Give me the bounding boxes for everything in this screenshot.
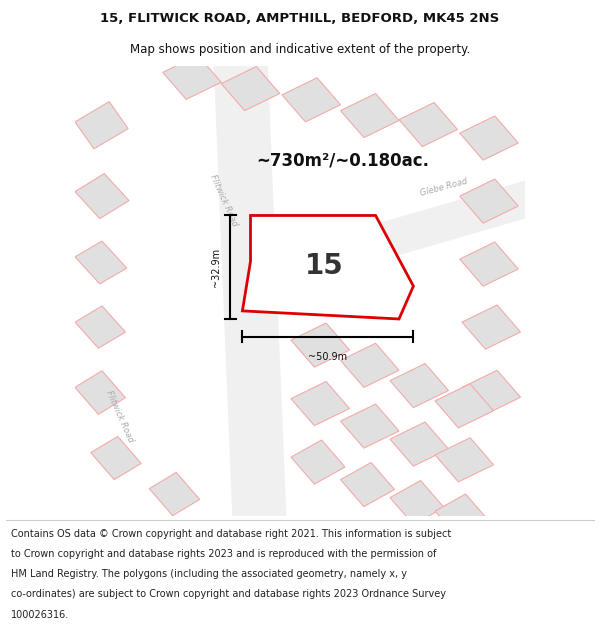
Polygon shape bbox=[460, 179, 518, 223]
Text: Glebe Road: Glebe Road bbox=[307, 231, 356, 252]
Polygon shape bbox=[242, 216, 413, 319]
Polygon shape bbox=[435, 494, 489, 538]
Polygon shape bbox=[399, 102, 458, 147]
Polygon shape bbox=[282, 78, 341, 122]
Text: Flitwick Road: Flitwick Road bbox=[208, 173, 239, 228]
Polygon shape bbox=[341, 94, 399, 138]
Text: ~50.9m: ~50.9m bbox=[308, 352, 347, 362]
Polygon shape bbox=[221, 66, 280, 111]
Polygon shape bbox=[390, 422, 449, 466]
Polygon shape bbox=[75, 174, 129, 219]
Text: ~730m²/~0.180ac.: ~730m²/~0.180ac. bbox=[256, 151, 429, 169]
Text: 15: 15 bbox=[305, 252, 344, 280]
Text: Glebe Road: Glebe Road bbox=[419, 176, 469, 198]
Text: 100026316.: 100026316. bbox=[11, 610, 69, 620]
Text: Contains OS data © Crown copyright and database right 2021. This information is : Contains OS data © Crown copyright and d… bbox=[11, 529, 451, 539]
Polygon shape bbox=[435, 384, 493, 428]
Polygon shape bbox=[390, 364, 449, 408]
Polygon shape bbox=[462, 370, 521, 414]
Polygon shape bbox=[75, 306, 125, 348]
Polygon shape bbox=[435, 438, 493, 482]
Polygon shape bbox=[163, 55, 221, 99]
Text: Map shows position and indicative extent of the property.: Map shows position and indicative extent… bbox=[130, 42, 470, 56]
Polygon shape bbox=[149, 472, 200, 516]
Polygon shape bbox=[341, 462, 395, 507]
Polygon shape bbox=[460, 116, 518, 160]
Polygon shape bbox=[291, 440, 345, 484]
Text: HM Land Registry. The polygons (including the associated geometry, namely x, y: HM Land Registry. The polygons (includin… bbox=[11, 569, 407, 579]
Polygon shape bbox=[462, 305, 521, 349]
Polygon shape bbox=[75, 241, 127, 284]
Polygon shape bbox=[291, 381, 349, 426]
Polygon shape bbox=[341, 404, 399, 448]
Polygon shape bbox=[341, 343, 399, 388]
Polygon shape bbox=[291, 323, 349, 367]
Polygon shape bbox=[460, 242, 518, 286]
Polygon shape bbox=[390, 481, 444, 524]
Text: Flitwick Road: Flitwick Road bbox=[104, 389, 136, 444]
Text: co-ordinates) are subject to Crown copyright and database rights 2023 Ordnance S: co-ordinates) are subject to Crown copyr… bbox=[11, 589, 446, 599]
Polygon shape bbox=[75, 371, 125, 414]
Text: to Crown copyright and database rights 2023 and is reproduced with the permissio: to Crown copyright and database rights 2… bbox=[11, 549, 436, 559]
Text: 15, FLITWICK ROAD, AMPTHILL, BEDFORD, MK45 2NS: 15, FLITWICK ROAD, AMPTHILL, BEDFORD, MK… bbox=[100, 12, 500, 25]
Text: ~32.9m: ~32.9m bbox=[211, 248, 221, 287]
Polygon shape bbox=[91, 436, 141, 479]
Polygon shape bbox=[75, 102, 128, 149]
